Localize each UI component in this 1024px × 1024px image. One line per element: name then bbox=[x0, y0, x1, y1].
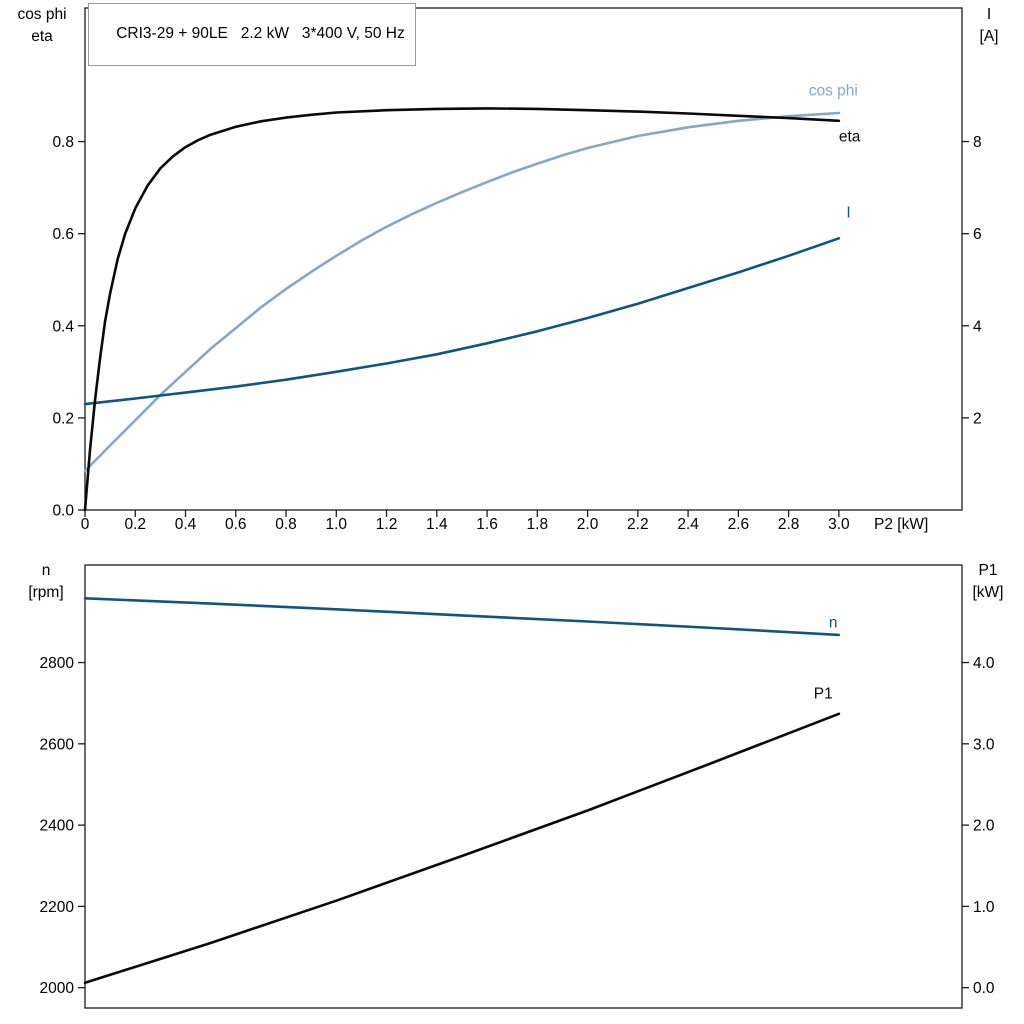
axis-title-speed: n bbox=[41, 562, 51, 579]
top-x-tick-label: 1.6 bbox=[476, 516, 498, 533]
bottom-left-tick-label: 2600 bbox=[40, 736, 75, 753]
top-x-tick-label: 0.4 bbox=[175, 516, 197, 533]
bottom-right-tick-label: 3.0 bbox=[973, 736, 995, 753]
top-x-tick-label: 0.8 bbox=[275, 516, 297, 533]
bottom-left-tick-label: 2000 bbox=[40, 980, 75, 997]
axis-title-cos-phi: cos phi bbox=[17, 6, 67, 23]
p1-curve-label: P1 bbox=[814, 685, 833, 702]
bottom-right-tick-label: 4.0 bbox=[973, 655, 995, 672]
bottom-right-tick-label: 2.0 bbox=[973, 818, 995, 835]
top-right-tick-label: 4 bbox=[973, 318, 982, 335]
bottom-chart-left-axis-title: n [rpm] bbox=[10, 560, 82, 604]
top-x-tick-label: 1.0 bbox=[326, 516, 348, 533]
top-x-tick-label: 1.4 bbox=[426, 516, 448, 533]
top-x-tick-label: 1.8 bbox=[527, 516, 549, 533]
speed-curve bbox=[83, 597, 841, 637]
speed-curve-label: n bbox=[829, 615, 838, 632]
bottom-left-tick-label: 2400 bbox=[40, 818, 75, 835]
eta-curve-label: eta bbox=[839, 129, 861, 146]
top-x-tick-label: 2.4 bbox=[677, 516, 699, 533]
top-left-tick-label: 0.2 bbox=[52, 410, 74, 427]
axis-title-p1: P1 bbox=[978, 562, 998, 579]
cos-phi-curve bbox=[83, 111, 841, 473]
top-left-tick-label: 0.6 bbox=[52, 226, 74, 243]
top-left-tick-label: 0.4 bbox=[52, 318, 74, 335]
bottom-chart-frame bbox=[84, 564, 963, 1009]
eta-curve bbox=[83, 107, 841, 512]
top-right-tick-label: 8 bbox=[973, 134, 982, 151]
top-x-tick-label: 0 bbox=[81, 516, 90, 533]
top-x-tick-label: 2.6 bbox=[728, 516, 750, 533]
bottom-right-tick-label: 0.0 bbox=[973, 980, 995, 997]
axis-title-p1-unit: [kW] bbox=[972, 584, 1004, 601]
top-x-tick-label: 2.2 bbox=[627, 516, 649, 533]
pump-title-box: CRI3-29 + 90LE 2.2 kW 3*400 V, 50 Hz bbox=[88, 3, 416, 66]
top-x-tick-label: 0.2 bbox=[124, 516, 146, 533]
axis-title-current: I bbox=[986, 6, 992, 23]
pump-title: CRI3-29 + 90LE 2.2 kW 3*400 V, 50 Hz bbox=[116, 25, 405, 42]
top-x-tick-label: 2.8 bbox=[778, 516, 800, 533]
top-x-axis-title: P2 [kW] bbox=[874, 516, 928, 533]
top-chart-frame bbox=[84, 7, 963, 511]
axis-title-current-unit: [A] bbox=[979, 28, 999, 45]
cos-phi-curve-label: cos phi bbox=[809, 83, 858, 100]
bottom-left-tick-label: 2800 bbox=[40, 655, 75, 672]
top-chart-left-axis-title: cos phi eta bbox=[2, 4, 82, 48]
axis-title-eta: eta bbox=[31, 28, 53, 45]
top-chart-right-axis-title: I [A] bbox=[962, 4, 1016, 48]
axis-title-speed-unit: [rpm] bbox=[28, 584, 64, 601]
current-curve-label: I bbox=[846, 205, 850, 222]
top-right-tick-label: 6 bbox=[973, 226, 982, 243]
top-x-tick-label: 0.6 bbox=[225, 516, 247, 533]
top-x-tick-label: 1.2 bbox=[376, 516, 398, 533]
top-left-tick-label: 0.0 bbox=[52, 503, 74, 520]
top-x-tick-label: 3.0 bbox=[828, 516, 850, 533]
bottom-right-tick-label: 1.0 bbox=[973, 899, 995, 916]
top-right-tick-label: 2 bbox=[973, 410, 982, 427]
p1-curve bbox=[83, 712, 841, 985]
top-x-tick-label: 2.0 bbox=[577, 516, 599, 533]
bottom-chart-right-axis-title: P1 [kW] bbox=[956, 560, 1020, 604]
top-left-tick-label: 0.8 bbox=[52, 134, 74, 151]
current-curve bbox=[83, 237, 841, 406]
bottom-left-tick-label: 2200 bbox=[40, 899, 75, 916]
